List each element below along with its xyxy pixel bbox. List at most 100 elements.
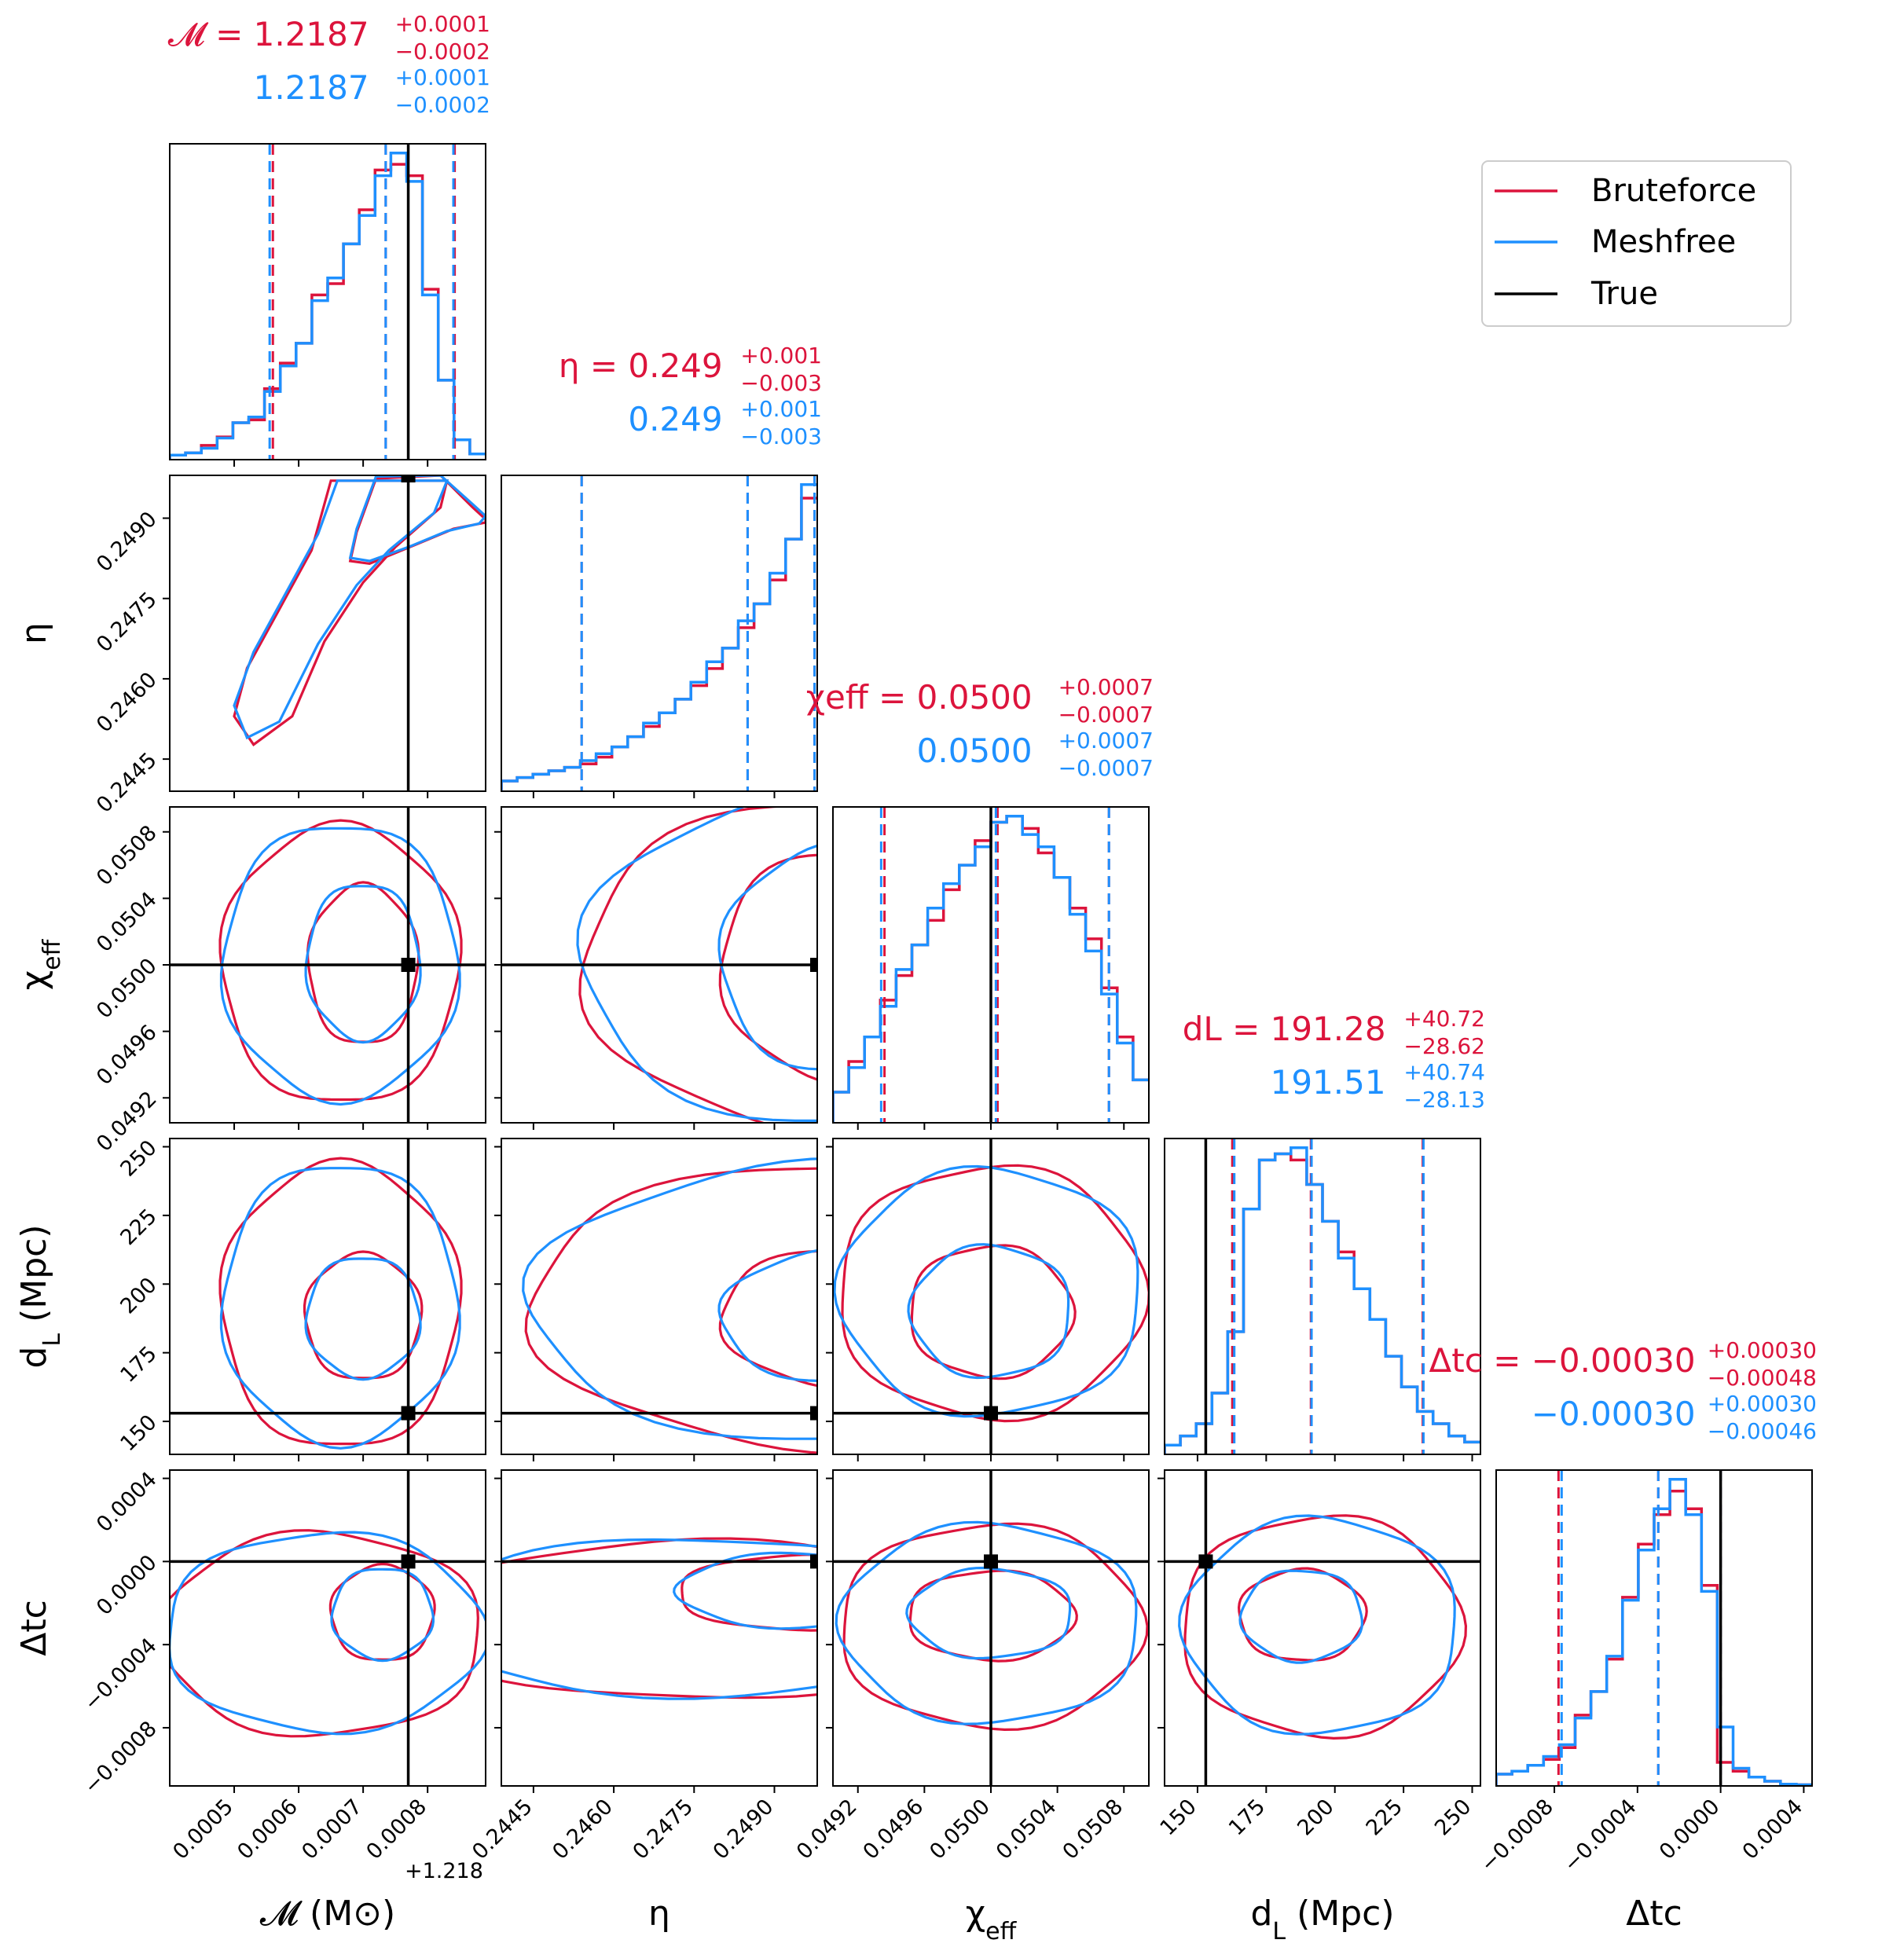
panel-frame-dt <box>1495 1469 1813 1787</box>
hist-eta-brute <box>501 497 817 791</box>
summary-mesh-eta: 0.249 <box>628 400 729 438</box>
summary-mesh-plus-mc: +0.0001 <box>395 64 490 90</box>
contour-mesh-0 <box>673 1551 817 1630</box>
contour-mesh-1 <box>219 1167 461 1450</box>
hist-panel-dt <box>1496 1470 1812 1786</box>
y-axis-label-chi: χeff <box>14 938 66 990</box>
panel-frame <box>169 1469 486 1787</box>
ytick-label-dl-3: 225 <box>116 1204 161 1250</box>
summary-mesh-dt: −0.00030 <box>1532 1395 1702 1433</box>
summary-mesh-minus-chi: −0.0007 <box>1058 755 1154 781</box>
x-axis-label-mc: 𝓜 (M⊙) <box>260 1894 395 1934</box>
ytick-label-eta-2: 0.2475 <box>92 588 162 658</box>
summary-mesh-plus-dl: +40.74 <box>1403 1059 1485 1085</box>
hist-dl-mesh <box>1165 1146 1480 1454</box>
contour-panel-eta-vs-mc <box>233 475 486 791</box>
true-marker <box>810 958 817 972</box>
contour-panel-chi-vs-eta <box>501 807 817 1123</box>
y-axis-label-dl: dL (Mpc) <box>14 1224 66 1368</box>
contour-mesh-0 <box>304 885 422 1044</box>
true-marker <box>984 1406 998 1421</box>
contour-brute-1 <box>578 807 793 1123</box>
legend-label-bruteforce: Bruteforce <box>1591 173 1756 209</box>
xtick-label-chi-2: 0.0500 <box>925 1795 995 1864</box>
summary-brute-minus-dt: −0.00048 <box>1708 1365 1817 1391</box>
ytick-label-dt-3: 0.0004 <box>92 1467 162 1537</box>
ytick-label-eta-1: 0.2460 <box>92 668 162 738</box>
ytick-label-dt-2: 0.0000 <box>92 1550 162 1620</box>
contour-panel-dt-vs-dl <box>1165 1470 1480 1786</box>
contour-mesh-0 <box>330 1568 435 1663</box>
y-axis-label-dt: Δtc <box>14 1600 54 1656</box>
xtick-label-mc-1: 0.0006 <box>233 1795 303 1864</box>
xtick-label-chi-4: 0.0508 <box>1058 1795 1128 1864</box>
contour-mesh-1 <box>219 827 461 1106</box>
true-marker <box>1198 1554 1213 1569</box>
contour-panel-chi-vs-mc <box>170 807 486 1123</box>
summary-mesh-minus-dt: −0.00046 <box>1708 1418 1817 1444</box>
contour-brute-1 <box>841 1164 1149 1423</box>
x-offset-label: +1.218 <box>405 1859 483 1883</box>
hist-eta-mesh <box>501 482 817 791</box>
summary-brute-minus-chi: −0.0007 <box>1058 702 1154 728</box>
legend-label-meshfree: Meshfree <box>1591 224 1736 260</box>
summary-brute-minus-dl: −28.62 <box>1403 1033 1485 1059</box>
contour-brute-1 <box>842 1522 1149 1732</box>
summary-mesh-minus-dl: −28.13 <box>1403 1087 1485 1113</box>
contour-panel-dl-vs-mc <box>170 1138 486 1454</box>
contour-panel-dl-vs-eta <box>501 1157 817 1454</box>
panel-frame-mc <box>169 143 486 460</box>
ytick-label-dl-1: 175 <box>116 1342 161 1388</box>
ytick-label-chi-2: 0.0500 <box>92 954 162 1024</box>
xtick-label-eta-3: 0.2490 <box>709 1795 779 1864</box>
summary-brute-plus-dl: +40.72 <box>1403 1006 1485 1032</box>
panel-frame <box>501 1138 818 1455</box>
contour-mesh-1 <box>348 475 486 563</box>
summary-mesh-plus-chi: +0.0007 <box>1058 728 1154 754</box>
contour-panel-dt-vs-mc <box>170 1470 486 1786</box>
contour-mesh-1 <box>522 1157 817 1440</box>
contour-brute-0 <box>681 1553 817 1632</box>
panel-frame <box>169 475 486 792</box>
true-marker <box>984 1554 998 1569</box>
contour-brute-1 <box>501 1537 817 1700</box>
xtick-label-eta-0: 0.2445 <box>468 1795 537 1864</box>
summary-mesh-plus-eta: +0.001 <box>740 396 822 422</box>
panel-frame-dl <box>1164 1138 1481 1455</box>
hist-panel-eta <box>501 475 817 791</box>
contour-mesh-1 <box>835 1520 1138 1725</box>
true-marker <box>401 958 416 972</box>
xtick-label-dl-3: 225 <box>1362 1795 1407 1840</box>
contour-mesh-0 <box>304 1257 422 1381</box>
xtick-label-dt-3: 0.0004 <box>1738 1795 1808 1864</box>
xtick-label-mc-2: 0.0007 <box>297 1795 367 1864</box>
panel-frame-eta <box>501 475 818 792</box>
summary-mesh-plus-dt: +0.00030 <box>1708 1391 1817 1417</box>
ytick-label-chi-3: 0.0504 <box>92 887 162 957</box>
summary-brute-dl: dL = 191.28 <box>1183 1010 1392 1048</box>
y-axis-label-eta: η <box>14 622 54 644</box>
contour-mesh-0 <box>717 1248 817 1382</box>
summary-brute-minus-mc: −0.0002 <box>395 38 490 64</box>
summary-brute-dt: Δtc = −0.00030 <box>1429 1341 1702 1380</box>
x-axis-label-eta: η <box>648 1894 670 1934</box>
summary-mesh-chi: 0.0500 <box>917 732 1039 770</box>
xtick-label-dl-4: 250 <box>1430 1795 1476 1840</box>
xtick-label-mc-3: 0.0008 <box>361 1795 431 1864</box>
hist-panel-dl <box>1165 1138 1480 1454</box>
summary-mesh-mc: 1.2187 <box>254 68 376 107</box>
summary-mesh-dl: 191.51 <box>1271 1063 1392 1102</box>
contour-mesh-0 <box>717 844 817 1071</box>
summary-brute-plus-eta: +0.001 <box>740 343 822 368</box>
hist-panel-mc <box>170 144 486 460</box>
hist-dt-mesh <box>1496 1477 1812 1786</box>
xtick-label-dt-0: −0.0008 <box>1476 1795 1558 1877</box>
hist-mc-mesh <box>170 151 486 460</box>
ytick-label-dt-1: −0.0004 <box>79 1634 162 1716</box>
contour-brute-1 <box>1183 1514 1468 1740</box>
true-marker <box>401 475 416 482</box>
contour-mesh-1 <box>833 1164 1139 1418</box>
xtick-label-chi-1: 0.0496 <box>859 1795 929 1864</box>
xtick-label-dl-0: 150 <box>1156 1795 1201 1840</box>
